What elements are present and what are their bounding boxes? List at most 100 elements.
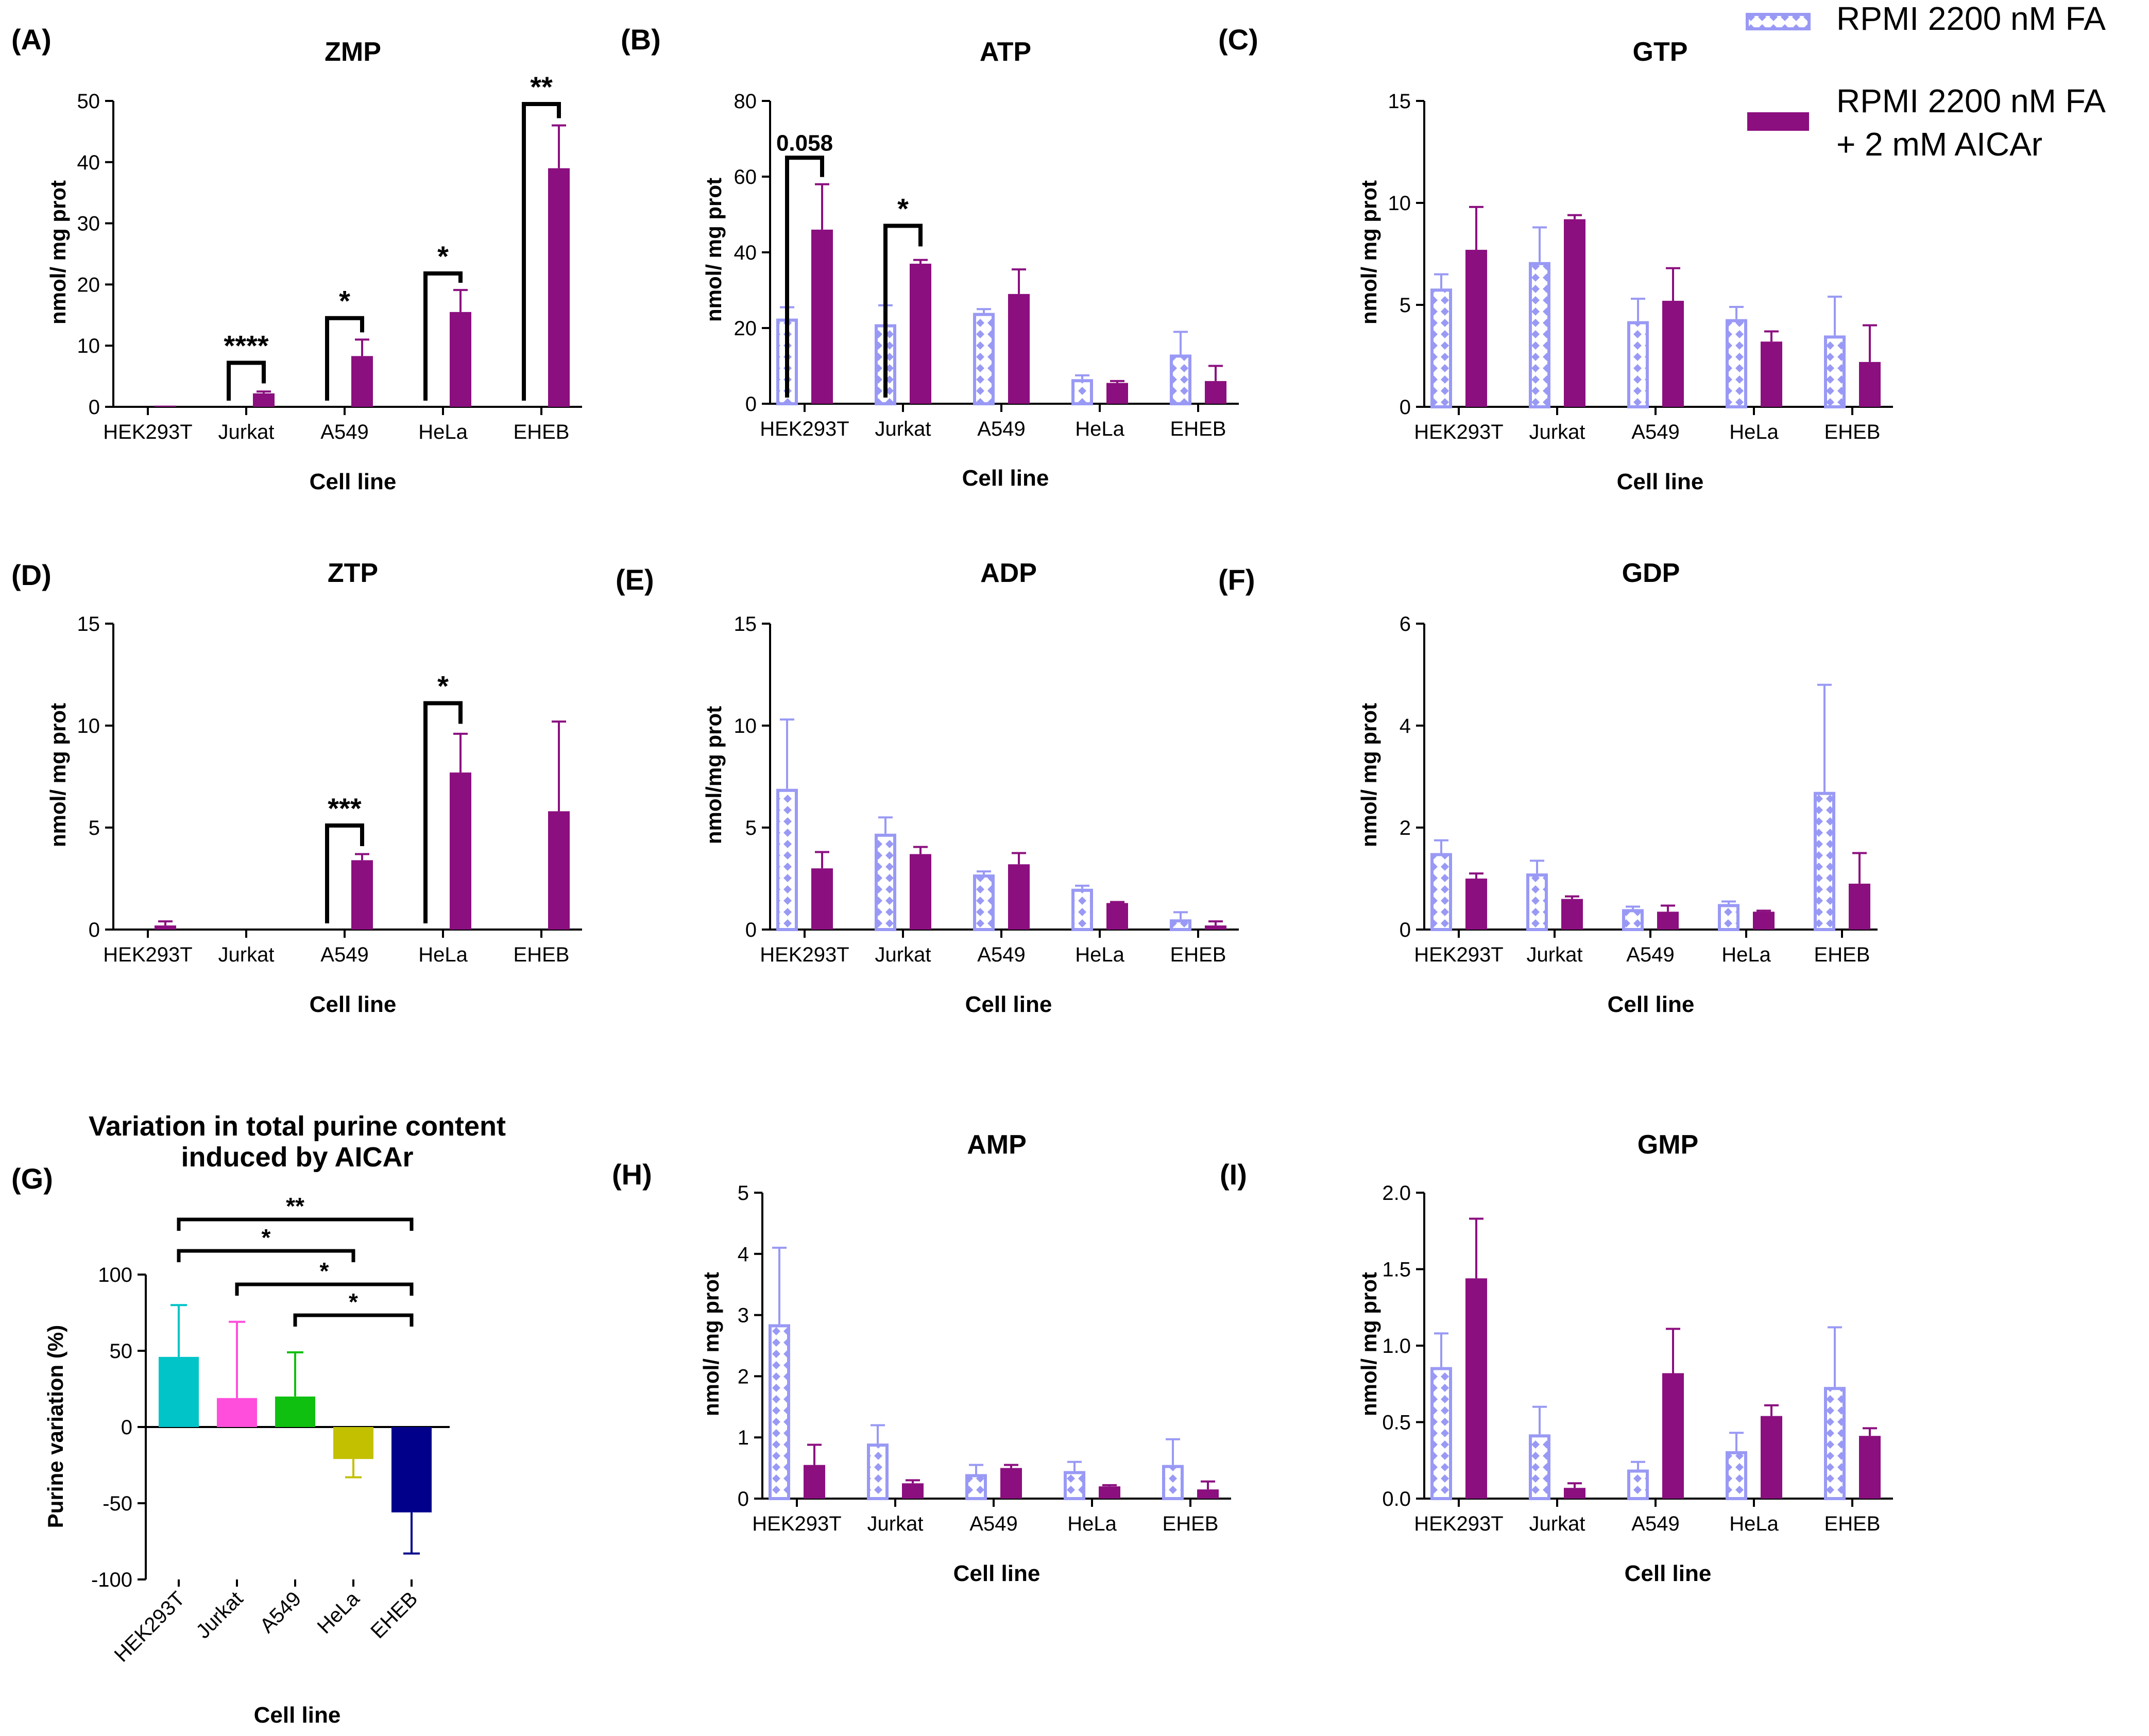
chart-title-line1: Variation in total purine content bbox=[89, 1111, 506, 1142]
y-tick-label: 30 bbox=[77, 213, 100, 235]
bar-variation bbox=[333, 1427, 373, 1459]
panel-label: (E) bbox=[616, 563, 654, 596]
x-tick-label: EHEB bbox=[1163, 1512, 1219, 1535]
chart-title: ZTP bbox=[328, 558, 378, 588]
bar-series2 bbox=[450, 312, 471, 407]
x-tick-label: HeLa bbox=[1075, 943, 1124, 966]
chart-e-plot: 0 5 10 15 HEK293T Jurkat A549 HeLa EHEB bbox=[734, 613, 1239, 966]
legend-label-series2-line2: + 2 mM AICAr bbox=[1836, 126, 2042, 163]
x-tick-label: HeLa bbox=[313, 1587, 364, 1638]
panel-label: (G) bbox=[11, 1162, 53, 1195]
y-axis-label: nmol/mg prot bbox=[702, 706, 726, 844]
x-tick-label: Jurkat bbox=[875, 943, 931, 966]
significance-label: 0.058 bbox=[776, 130, 833, 156]
x-tick-label: Jurkat bbox=[218, 943, 275, 966]
bar-series1 bbox=[769, 1324, 790, 1500]
bar-series2 bbox=[910, 264, 931, 404]
x-tick-label: HeLa bbox=[418, 943, 468, 966]
x-tick-label: A549 bbox=[1631, 421, 1679, 443]
y-tick-label: 5 bbox=[89, 817, 100, 839]
bar-series2 bbox=[1753, 912, 1775, 930]
x-tick-label: EHEB bbox=[1170, 943, 1226, 966]
bar-series1 bbox=[1627, 321, 1649, 408]
comparison-bracket bbox=[177, 1249, 355, 1262]
bar-series2 bbox=[351, 356, 373, 407]
y-tick-label: 10 bbox=[77, 715, 100, 737]
x-axis-label: Cell line bbox=[1608, 992, 1695, 1017]
panel-label: (H) bbox=[612, 1158, 652, 1191]
panel-d: (D) ZTP nmol/ mg prot Cell line 0 5 10 15 HE… bbox=[11, 558, 582, 1017]
significance-label: * bbox=[339, 285, 350, 317]
bar-series2 bbox=[1657, 912, 1679, 930]
comparison-bracket bbox=[177, 1217, 414, 1231]
bar-series2 bbox=[1761, 1416, 1782, 1499]
bar-series2 bbox=[1099, 1486, 1120, 1499]
x-axis-label: Cell line bbox=[1625, 1561, 1712, 1586]
bar-series2 bbox=[548, 811, 570, 930]
bar-series2 bbox=[1662, 1373, 1684, 1499]
bar-variation bbox=[159, 1356, 199, 1427]
x-tick-label: EHEB bbox=[514, 421, 570, 443]
significance-bracket bbox=[227, 360, 266, 401]
y-tick-label: 10 bbox=[77, 335, 100, 357]
y-tick-label: -50 bbox=[103, 1492, 132, 1515]
y-tick-label: 0.5 bbox=[1382, 1412, 1411, 1434]
chart-title: GDP bbox=[1622, 558, 1680, 588]
bar-series2 bbox=[1000, 1468, 1022, 1499]
panel-g: (G) Variation in total purine content in… bbox=[11, 1111, 506, 1728]
x-axis-label: Cell line bbox=[965, 992, 1052, 1017]
x-tick-label: Jurkat bbox=[1529, 1512, 1585, 1535]
chart-title: ATP bbox=[980, 37, 1031, 67]
significance-label: **** bbox=[224, 329, 268, 362]
bar-series1 bbox=[1726, 319, 1747, 408]
bar-series1 bbox=[1627, 1469, 1649, 1501]
y-axis-label: nmol/ mg prot bbox=[699, 1272, 723, 1416]
bar-series2 bbox=[902, 1483, 924, 1499]
x-tick-label: EHEB bbox=[1824, 421, 1881, 443]
y-tick-label: 0 bbox=[745, 393, 757, 416]
bar-series1 bbox=[776, 788, 798, 931]
y-tick-label: 0 bbox=[745, 919, 757, 941]
bar-variation bbox=[275, 1396, 315, 1427]
bar-variation bbox=[391, 1427, 432, 1512]
bar-series2 bbox=[1859, 1436, 1881, 1499]
bar-series2 bbox=[1205, 381, 1226, 404]
chart-b-plot: 0 20 40 60 80 HEK293T Jurkat A549 HeLa EHEB 0.058 * bbox=[734, 90, 1239, 440]
legend-swatch-series1 bbox=[1746, 13, 1811, 30]
bar-series1 bbox=[973, 313, 995, 405]
x-axis-label: Cell line bbox=[962, 466, 1049, 491]
significance-label: * bbox=[437, 669, 449, 702]
y-tick-label: 5 bbox=[738, 1182, 749, 1205]
bar-series2 bbox=[351, 860, 373, 930]
y-tick-label: 0 bbox=[89, 396, 100, 419]
bar-series2 bbox=[1106, 383, 1128, 404]
y-axis-label: nmol/ mg prot bbox=[702, 178, 726, 322]
y-tick-label: 40 bbox=[77, 151, 100, 174]
y-tick-label: 10 bbox=[734, 715, 757, 737]
chart-title: AMP bbox=[967, 1130, 1027, 1160]
x-tick-label: A549 bbox=[977, 418, 1025, 440]
significance-bracket bbox=[785, 156, 824, 398]
x-axis-label: Cell line bbox=[310, 469, 397, 494]
x-tick-label: EHEB bbox=[366, 1587, 422, 1643]
bar-series2 bbox=[1561, 899, 1583, 930]
y-tick-label: 1.0 bbox=[1382, 1335, 1411, 1357]
x-tick-label: Jurkat bbox=[1527, 943, 1583, 966]
bar-series2 bbox=[1761, 341, 1782, 407]
y-tick-label: 3 bbox=[738, 1304, 749, 1327]
x-tick-label: HeLa bbox=[1729, 1512, 1779, 1535]
chart-title: ADP bbox=[980, 558, 1037, 588]
y-tick-label: 0 bbox=[121, 1416, 132, 1439]
y-tick-label: 10 bbox=[1388, 192, 1411, 215]
chart-f-plot: 0 2 4 6 HEK293T Jurkat A549 HeLa EHEB bbox=[1400, 613, 1878, 966]
y-axis-label: nmol/ mg prot bbox=[46, 180, 70, 324]
bar-series2 bbox=[1859, 362, 1881, 407]
bar-series2 bbox=[1106, 903, 1128, 930]
panel-a: (A) ZMP nmol/ mg prot Cell line 0 10 20 30 4… bbox=[11, 23, 582, 494]
y-axis-label: Purine variation (%) bbox=[43, 1325, 67, 1528]
y-tick-label: 1.5 bbox=[1382, 1259, 1411, 1281]
x-tick-label: A549 bbox=[320, 943, 368, 966]
bar-series1 bbox=[1726, 1451, 1747, 1500]
y-tick-label: 4 bbox=[1400, 715, 1411, 737]
x-axis-label: Cell line bbox=[310, 992, 397, 1017]
